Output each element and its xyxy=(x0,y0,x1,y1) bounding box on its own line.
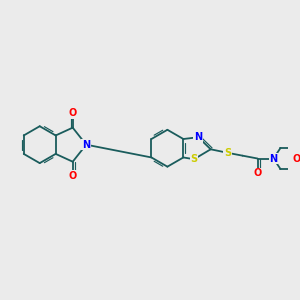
Text: N: N xyxy=(82,140,90,150)
Text: O: O xyxy=(254,168,262,178)
Text: S: S xyxy=(224,148,231,158)
Text: S: S xyxy=(190,154,198,164)
Text: O: O xyxy=(69,109,77,118)
Text: N: N xyxy=(194,132,202,142)
Text: O: O xyxy=(69,171,77,181)
Text: O: O xyxy=(293,154,300,164)
Text: N: N xyxy=(269,154,278,164)
